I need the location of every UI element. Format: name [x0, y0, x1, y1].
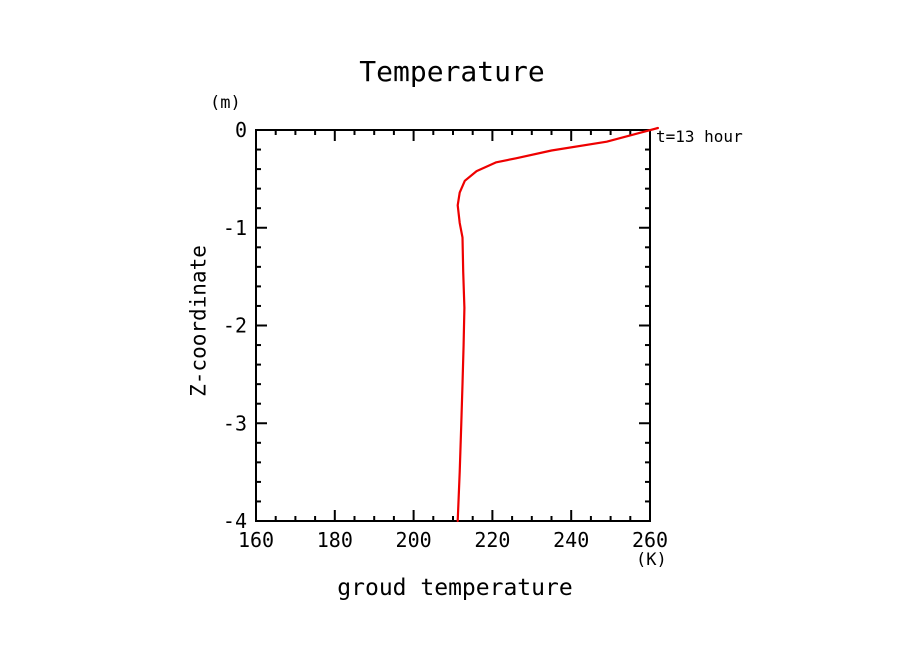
x-tick-label: 200: [396, 528, 432, 552]
x-tick-label: 220: [474, 528, 510, 552]
y-tick-label: -2: [223, 314, 247, 338]
x-axis-title: groud temperature: [337, 575, 573, 601]
x-tick-label: 160: [238, 528, 274, 552]
x-axis-unit-label: (K): [636, 550, 667, 570]
y-tick-label: -3: [223, 411, 247, 435]
temperature-profile-line: [456, 126, 660, 523]
y-tick-label: -4: [223, 509, 247, 533]
x-tick-label: 180: [317, 528, 353, 552]
plot-frame: [255, 129, 651, 522]
y-axis-unit-label: (m): [210, 93, 241, 113]
x-tick-label: 240: [553, 528, 589, 552]
chart-title: Temperature: [359, 55, 545, 88]
series-time-annotation: t=13 hour: [656, 127, 743, 146]
y-tick-label: -1: [223, 216, 247, 240]
y-tick-label: 0: [235, 118, 247, 142]
x-tick-label: 260: [632, 528, 668, 552]
